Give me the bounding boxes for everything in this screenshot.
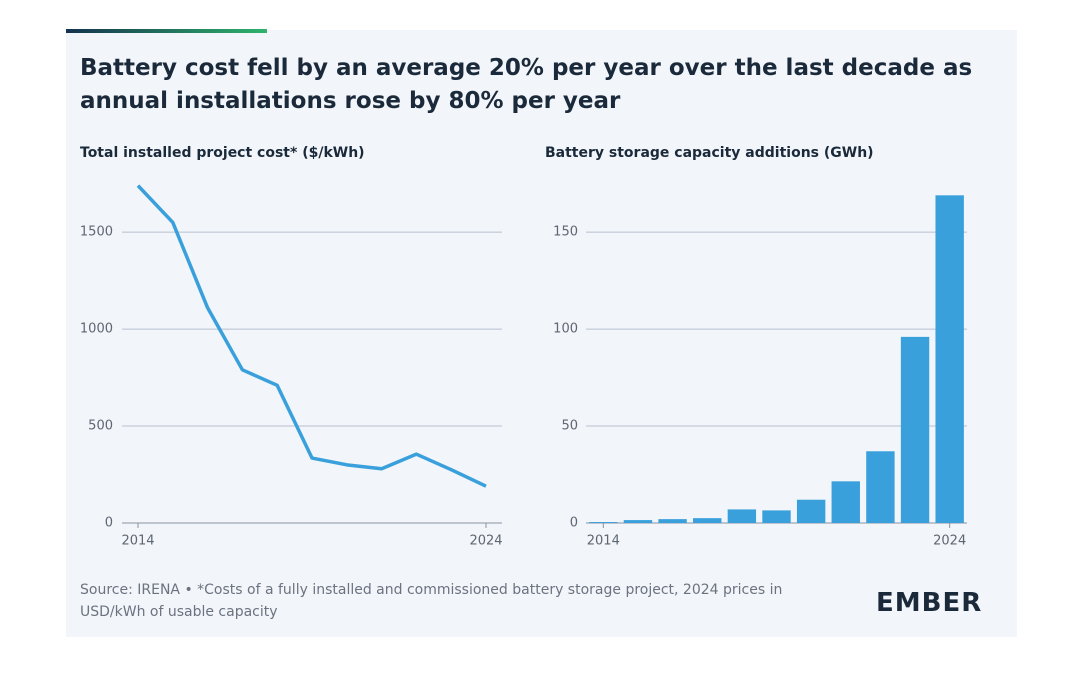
bar xyxy=(935,195,964,524)
bar xyxy=(796,499,826,523)
bar xyxy=(900,336,930,523)
y-tick-label: 1000 xyxy=(80,322,113,337)
accent-bar xyxy=(66,29,267,33)
y-tick-label: 100 xyxy=(553,322,578,337)
chart-subtitle: Total installed project cost* ($/kWh) xyxy=(80,145,365,161)
y-tick-label: 1500 xyxy=(80,225,113,240)
bar xyxy=(693,518,722,523)
bar xyxy=(831,481,860,523)
x-tick-label: 2024 xyxy=(933,534,966,549)
x-tick-label: 2014 xyxy=(121,534,154,549)
logo: EMBER xyxy=(876,588,983,618)
x-tick-label: 2014 xyxy=(587,534,620,549)
bar xyxy=(866,451,895,523)
y-tick-label: 150 xyxy=(553,225,578,240)
title: Battery cost fell by an average 20% per … xyxy=(80,55,973,114)
bar xyxy=(658,519,687,523)
y-tick-label: 500 xyxy=(88,419,113,434)
bar xyxy=(589,522,618,523)
bar xyxy=(762,510,791,523)
y-tick-label: 0 xyxy=(570,516,578,531)
y-tick-label: 0 xyxy=(105,516,113,531)
x-tick-label: 2024 xyxy=(469,534,502,549)
source-note: Source: IRENA • *Costs of a fully instal… xyxy=(80,582,783,620)
chart-subtitle: Battery storage capacity additions (GWh) xyxy=(545,145,874,161)
y-tick-label: 50 xyxy=(561,419,578,434)
card xyxy=(66,30,1017,637)
bar xyxy=(727,509,757,523)
cost-line xyxy=(136,184,487,488)
bar xyxy=(623,520,653,523)
